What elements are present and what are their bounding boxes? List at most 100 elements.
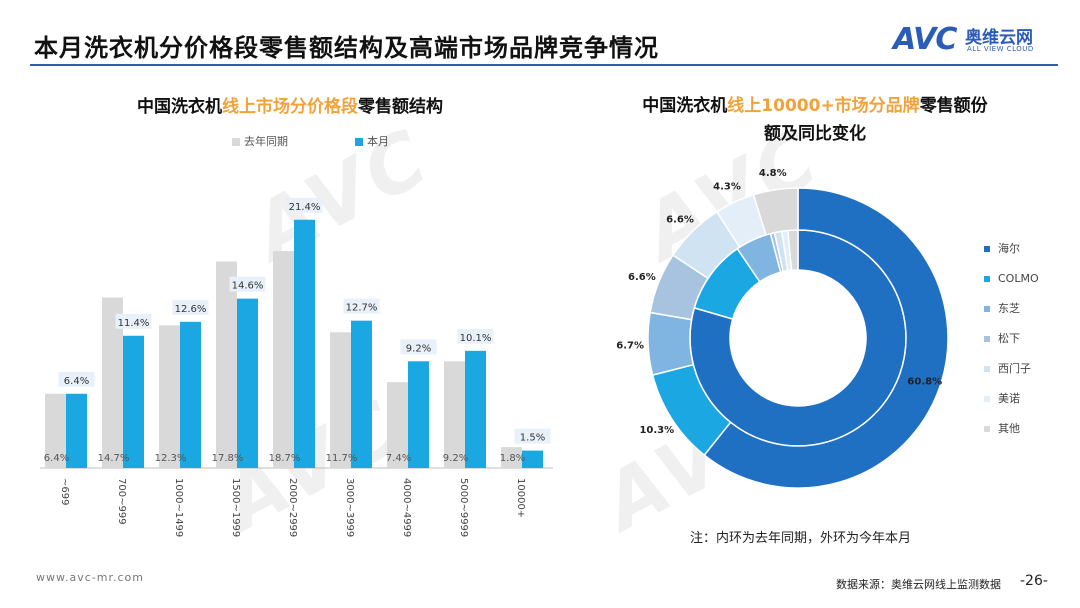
donut-legend-item: 其他 (984, 414, 1039, 444)
x-tick-label: 2000~2999 (287, 478, 298, 537)
data-label-prev: 1.8% (500, 453, 525, 464)
data-label-prev: 6.4% (44, 453, 69, 464)
chart-note: 注：内环为去年同期，外环为今年本月 (690, 531, 912, 546)
bar-curr (180, 321, 201, 468)
donut-title-highlight: 线上10000+市场分品牌 (727, 96, 920, 116)
data-label-bg (457, 328, 494, 344)
data-label-curr: 14.6% (232, 281, 264, 292)
bar-prev (102, 297, 123, 468)
data-label-curr: 11.4% (118, 318, 150, 329)
bar-prev (273, 251, 294, 468)
title-divider (30, 64, 1058, 66)
website-url: www.avc-mr.com (36, 571, 144, 584)
bar-prev (330, 332, 351, 468)
x-tick-label: ~699 (59, 478, 70, 505)
page-title: 本月洗衣机分价格段零售额结构及高端市场品牌竞争情况 (34, 34, 659, 62)
data-label-bg (172, 299, 209, 315)
legend-swatch (984, 426, 990, 432)
data-label-bg (229, 276, 266, 292)
page-number: -26- (1020, 573, 1048, 589)
slice-label: 60.8% (907, 376, 942, 387)
bar-title-pre: 中国洗衣机 (137, 97, 222, 117)
logo-en-text: ALL VIEW CLOUD (967, 45, 1034, 53)
slice-label: 4.3% (713, 182, 741, 193)
outer-ring-slice-1 (703, 187, 949, 489)
data-label-curr: 1.5% (520, 433, 545, 444)
data-source: 数据来源：奥维云网线上监测数据 (836, 578, 1001, 591)
data-label-curr: 21.4% (289, 202, 321, 213)
data-label-curr: 12.7% (346, 303, 378, 314)
x-tick-label: 5000~9999 (458, 478, 469, 537)
legend-label: 其他 (998, 422, 1020, 435)
data-label-bg (286, 197, 323, 213)
donut-title-pre: 中国洗衣机 (642, 96, 728, 116)
data-label-bg (343, 298, 380, 314)
bar-prev (45, 393, 66, 468)
slice-label: 4.8% (759, 168, 787, 179)
donut-legend-item: 西门子 (984, 354, 1039, 384)
data-label-curr: 10.1% (460, 333, 492, 344)
legend-label: 松下 (998, 332, 1020, 345)
x-tick-label: 4000~4999 (401, 478, 412, 537)
data-label-prev: 7.4% (386, 453, 411, 464)
data-label-bg (115, 313, 152, 329)
data-label-bg (58, 371, 95, 387)
data-label-bg (514, 428, 551, 444)
legend-swatch (984, 336, 990, 342)
bar-title-post: 零售额结构 (358, 97, 443, 117)
data-label-prev: 17.8% (212, 453, 244, 464)
x-tick-label: 700~999 (116, 478, 127, 525)
bar-prev (501, 447, 522, 468)
donut-legend-item: 美诺 (984, 384, 1039, 414)
legend-label-curr: 本月 (367, 135, 389, 148)
data-label-curr: 9.2% (406, 343, 431, 354)
donut-chart-title: 中国洗衣机线上10000+市场分品牌零售额份 额及同比变化 (600, 92, 1030, 148)
x-tick-label: 10000+ (515, 478, 526, 518)
bar-curr (522, 450, 543, 468)
data-label-prev: 11.7% (326, 453, 358, 464)
slice-label: 10.3% (639, 425, 674, 436)
data-label-curr: 12.6% (175, 304, 207, 315)
donut-legend-item: 松下 (984, 324, 1039, 354)
donut-legend-item: 海尔 (984, 234, 1039, 264)
logo-mark: AVC (893, 22, 957, 57)
bar-curr (294, 219, 315, 468)
data-label-prev: 18.7% (269, 453, 301, 464)
bar-prev (387, 382, 408, 468)
avc-logo: AVC 奥维云网 ALL VIEW CLOUD (893, 22, 1063, 58)
legend-swatch (984, 276, 990, 282)
bar-prev (444, 361, 465, 468)
legend-label: 美诺 (998, 392, 1020, 405)
data-label-prev: 14.7% (98, 453, 130, 464)
x-tick-label: 1500~1999 (230, 478, 241, 537)
legend-label: 东芝 (998, 302, 1020, 315)
bar-curr (237, 298, 258, 468)
bar-curr (123, 335, 144, 468)
slice-label: 6.6% (666, 214, 694, 225)
legend-label: 海尔 (998, 242, 1020, 255)
outer-ring-slice-7 (752, 187, 799, 236)
slice-label: 6.6% (628, 272, 656, 283)
donut-title-post: 零售额份 (919, 96, 988, 116)
bar-curr (465, 350, 486, 468)
bar-curr (351, 320, 372, 468)
x-tick-label: 1000~1499 (173, 478, 184, 537)
data-label-bg (400, 339, 437, 355)
donut-legend-item: COLMO (984, 264, 1039, 294)
bar-chart-title: 中国洗衣机线上市场分价格段零售额结构 (60, 92, 520, 117)
donut-legend: 海尔 COLMO 东芝松下西门子美诺其他 (984, 234, 1039, 444)
legend-label: 西门子 (998, 362, 1031, 375)
legend-label: COLMO (998, 272, 1039, 285)
bar-prev (159, 325, 180, 468)
bar-prev (216, 261, 237, 468)
donut-legend-item: 东芝 (984, 294, 1039, 324)
x-tick-label: 3000~3999 (344, 478, 355, 537)
slice-label: 6.7% (616, 341, 644, 352)
legend-swatch (984, 246, 990, 252)
legend-label-prev: 去年同期 (244, 135, 288, 148)
bar-curr (66, 393, 87, 468)
data-label-prev: 12.3% (155, 453, 187, 464)
legend-swatch (984, 306, 990, 312)
